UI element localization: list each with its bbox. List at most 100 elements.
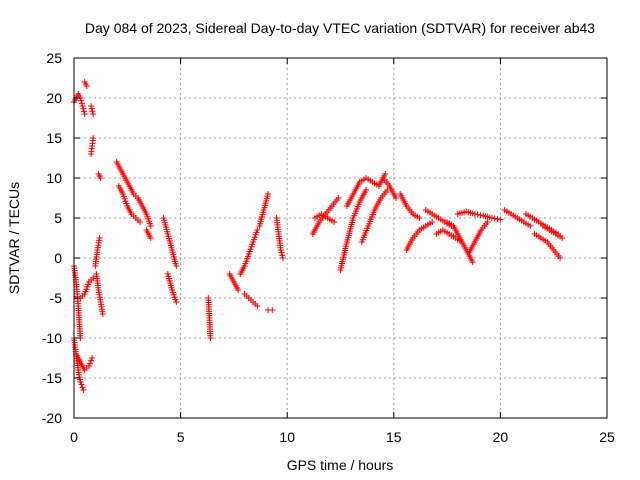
data-point xyxy=(89,355,96,361)
data-point xyxy=(79,103,86,109)
y-tick-label: 15 xyxy=(46,130,62,146)
data-point xyxy=(269,307,276,313)
x-tick-label: 0 xyxy=(70,429,78,445)
data-point xyxy=(80,387,87,393)
series-f xyxy=(92,235,103,269)
series-o xyxy=(143,227,154,241)
series-j xyxy=(73,351,96,373)
data-point xyxy=(78,381,85,388)
series-aj xyxy=(465,219,491,257)
y-tick-label: 10 xyxy=(46,170,62,186)
series-d xyxy=(88,135,97,157)
x-tick-label: 25 xyxy=(599,429,615,445)
x-tick-label: 15 xyxy=(386,429,402,445)
grid-lines xyxy=(74,58,607,418)
series-e xyxy=(95,171,104,181)
data-point xyxy=(254,227,261,233)
series-n xyxy=(134,195,154,229)
data-point xyxy=(559,235,566,241)
series-v xyxy=(256,191,272,229)
series-ai xyxy=(444,219,476,265)
data-point xyxy=(335,195,342,201)
data-point xyxy=(235,287,242,293)
data-point xyxy=(488,215,495,221)
data-point xyxy=(147,223,154,229)
series-aa xyxy=(337,187,370,273)
data-point xyxy=(527,223,534,229)
data-point xyxy=(92,263,99,269)
data-point xyxy=(88,105,95,112)
series-an xyxy=(531,231,564,261)
plot-frame xyxy=(73,57,608,419)
data-point xyxy=(78,97,85,104)
data-point xyxy=(88,357,95,364)
data-point xyxy=(254,303,261,309)
y-tick-label: 20 xyxy=(46,90,62,106)
data-point xyxy=(173,299,180,305)
data-point xyxy=(497,216,504,223)
series-ak xyxy=(454,208,504,223)
series-y xyxy=(309,195,342,237)
data-point xyxy=(83,83,90,89)
data-point xyxy=(382,171,389,177)
data-point xyxy=(277,247,284,253)
series-z xyxy=(311,211,338,225)
x-tick-label: 5 xyxy=(177,429,185,445)
chart-title: Day 084 of 2023, Sidereal Day-to-day VTE… xyxy=(85,20,595,36)
y-tick-label: -5 xyxy=(50,290,63,306)
data-point xyxy=(331,219,338,225)
series-b xyxy=(81,79,90,89)
axis-ticks: 0 5 10 15 20 25 -20 -15 -10 -5 0 5 10 15 20 25 xyxy=(42,50,615,445)
data-point xyxy=(80,108,87,115)
data-point xyxy=(474,211,481,218)
data-point xyxy=(484,219,491,225)
y-axis-label: SDTVAR / TECUs xyxy=(6,182,22,294)
series-q xyxy=(164,271,180,305)
series-t xyxy=(237,227,261,277)
series-m xyxy=(115,183,144,225)
data-point xyxy=(90,111,97,117)
series-ae xyxy=(397,191,423,221)
data-point xyxy=(477,212,484,219)
data-point xyxy=(81,111,88,117)
y-tick-label: 25 xyxy=(46,50,62,66)
y-tick-label: 5 xyxy=(54,210,62,226)
series-ao xyxy=(540,223,566,241)
x-tick-label: 10 xyxy=(279,429,295,445)
data-point xyxy=(557,255,564,261)
data-point xyxy=(173,263,180,269)
series-c xyxy=(88,103,97,117)
data-point xyxy=(416,215,423,221)
series-ab xyxy=(343,171,389,209)
data-point xyxy=(147,235,154,241)
data-point xyxy=(265,191,272,197)
series-r xyxy=(205,295,214,341)
data-point xyxy=(99,311,106,317)
data-point xyxy=(88,103,95,109)
series-l xyxy=(113,159,141,201)
y-tick-label: -15 xyxy=(42,370,62,386)
data-point xyxy=(77,379,84,385)
data-point xyxy=(494,216,501,223)
data-point xyxy=(469,259,476,265)
data-point xyxy=(137,219,144,225)
series-ad xyxy=(380,175,399,201)
series-ac xyxy=(358,187,391,245)
series-p xyxy=(160,215,180,269)
data-point xyxy=(85,363,92,369)
data-point xyxy=(429,219,436,225)
data-point xyxy=(88,151,95,157)
x-axis-label: GPS time / hours xyxy=(287,457,394,473)
y-tick-label: -10 xyxy=(42,330,62,346)
series-k xyxy=(77,275,97,301)
x-tick-label: 20 xyxy=(493,429,509,445)
series-x xyxy=(273,215,286,261)
y-tick-label: 0 xyxy=(54,250,62,266)
data-point xyxy=(279,255,286,261)
data-points xyxy=(71,79,566,393)
series-g xyxy=(93,271,106,317)
data-point xyxy=(97,175,104,181)
data-point xyxy=(207,335,214,341)
data-point xyxy=(86,360,93,367)
